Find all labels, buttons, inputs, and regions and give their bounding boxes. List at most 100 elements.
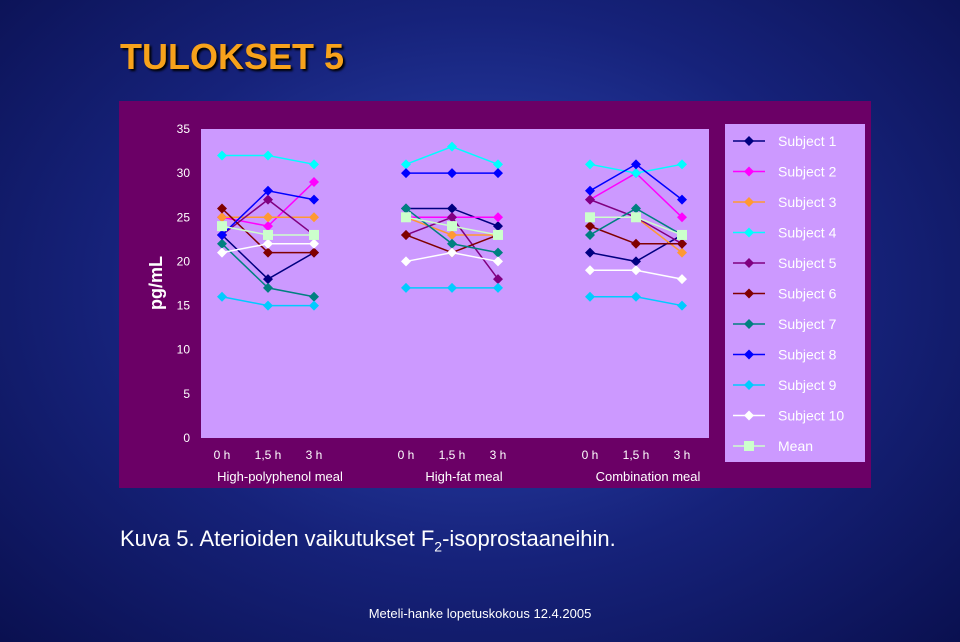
legend-marker [744, 319, 754, 329]
slide-title: TULOKSET 5 [120, 36, 345, 77]
x-tick-label: 3 h [490, 448, 507, 462]
data-point [493, 247, 503, 258]
data-point [447, 282, 457, 293]
y-tick-label: 35 [177, 122, 191, 136]
data-point [631, 238, 641, 249]
legend-label: Mean [778, 438, 813, 454]
y-tick-label: 5 [183, 387, 190, 401]
data-point [401, 159, 411, 170]
legend-label: Subject 7 [778, 316, 837, 332]
data-point [263, 150, 273, 161]
data-point [309, 176, 319, 187]
data-point [447, 229, 457, 240]
legend-label: Subject 8 [778, 347, 837, 363]
legend-item: Subject 4 [733, 225, 837, 241]
data-point [585, 265, 595, 276]
data-point [493, 229, 503, 240]
data-point [677, 229, 687, 240]
legend-item: Subject 6 [733, 286, 837, 302]
data-point [401, 229, 411, 240]
legend-item: Subject 8 [733, 347, 837, 363]
y-axis-label: pg/mL [146, 256, 166, 310]
data-point [263, 274, 273, 285]
data-point [309, 194, 319, 205]
legend-marker [744, 258, 754, 268]
data-point [677, 247, 687, 258]
legend-label: Subject 5 [778, 255, 837, 271]
legend-marker [744, 380, 754, 390]
data-point [401, 168, 411, 179]
legend-marker [744, 197, 754, 207]
legend-item: Subject 2 [733, 164, 837, 180]
data-point [493, 212, 503, 223]
legend-label: Subject 3 [778, 194, 837, 210]
data-point [493, 221, 503, 232]
data-point [309, 229, 319, 240]
chart: pg/mL 0 5 10 15 20 25 30 35 0 h 1,5 h 3 h 0 h 1,5 h… [119, 101, 871, 488]
legend-item: Mean [733, 438, 813, 454]
caption-prefix: Kuva 5. Aterioiden vaikutukset F [120, 526, 435, 551]
data-point [263, 229, 273, 240]
x-group-label: High-polyphenol meal [217, 469, 343, 484]
data-point [677, 212, 687, 223]
data-point [631, 203, 641, 214]
x-tick-label: 0 h [582, 448, 599, 462]
data-point [263, 247, 273, 258]
legend-item: Subject 7 [733, 316, 837, 332]
legend-label: Subject 9 [778, 377, 837, 393]
data-point [401, 256, 411, 267]
x-tick-label: 0 h [398, 448, 415, 462]
x-tick-label: 1,5 h [623, 448, 650, 462]
data-point [309, 238, 319, 249]
legend-label: Subject 6 [778, 286, 837, 302]
legend: Subject 1 Subject 2 Subject 3 Subject 4 Subj… [733, 133, 844, 454]
data-point [263, 282, 273, 293]
data-point [447, 238, 457, 249]
series-subject-8 [217, 159, 687, 240]
data-point [585, 221, 595, 232]
data-point [447, 221, 457, 232]
legend-item: Subject 5 [733, 255, 837, 271]
data-point [447, 212, 457, 223]
legend-marker [744, 441, 754, 451]
data-point [585, 229, 595, 240]
data-point [493, 168, 503, 179]
data-point [309, 159, 319, 170]
y-tick-label: 25 [177, 210, 191, 224]
data-point [217, 291, 227, 302]
data-point [263, 238, 273, 249]
data-point [631, 291, 641, 302]
data-point [631, 212, 641, 223]
legend-marker [744, 227, 754, 238]
legend-marker [744, 349, 754, 360]
data-point [493, 159, 503, 170]
y-tick-label: 20 [177, 254, 191, 268]
caption-subscript: 2 [434, 538, 443, 555]
y-tick-label: 15 [177, 299, 191, 313]
data-point [309, 212, 319, 223]
data-point [677, 159, 687, 170]
legend-item: Subject 9 [733, 377, 837, 393]
data-point [631, 265, 641, 276]
data-point [447, 168, 457, 179]
x-group-label: Combination meal [596, 469, 701, 484]
data-point [677, 274, 687, 285]
series-mean [217, 212, 687, 240]
legend-label: Subject 2 [778, 164, 837, 180]
data-point [309, 247, 319, 258]
legend-label: Subject 10 [778, 408, 844, 424]
series-subject-10 [217, 238, 687, 285]
x-tick-label: 3 h [674, 448, 691, 462]
x-tick-label: 1,5 h [439, 448, 466, 462]
y-tick-label: 30 [177, 166, 191, 180]
data-point [263, 221, 273, 232]
legend-marker [744, 410, 754, 421]
data-point [263, 300, 273, 311]
data-point [585, 185, 595, 196]
data-point [493, 274, 503, 285]
y-axis-ticks: 0 5 10 15 20 25 30 35 [177, 122, 191, 445]
legend-marker [744, 166, 754, 177]
data-point [447, 247, 457, 258]
y-tick-label: 10 [177, 343, 191, 357]
data-point [217, 238, 227, 249]
